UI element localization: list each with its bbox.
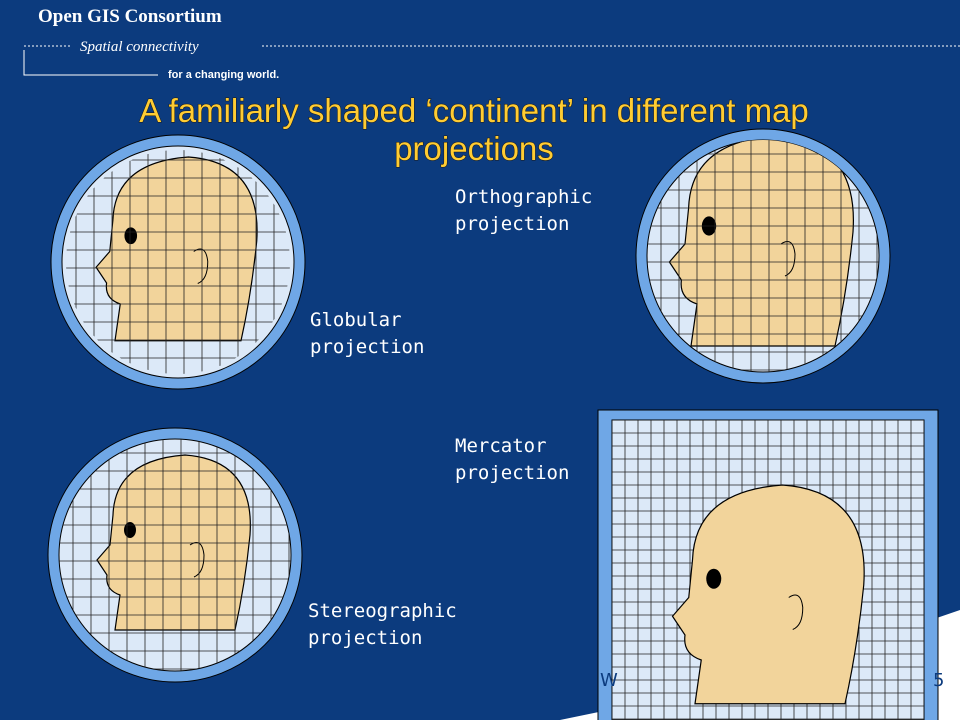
page-number: 5 (933, 670, 944, 691)
label-orthographic: Orthographic projection (455, 186, 592, 235)
ear (193, 248, 209, 284)
eye (706, 568, 722, 589)
label-stereographic: Stereographic projection (308, 600, 457, 649)
label-mercator: Mercator projection (455, 435, 569, 484)
head-fill (96, 454, 251, 631)
ear (788, 594, 804, 630)
maps (47, 128, 939, 720)
title-line: A familiarly shaped ‘continent’ in diffe… (139, 92, 809, 129)
footer-left: W (600, 670, 618, 691)
head-fill (671, 484, 865, 705)
organization: Open GIS Consortium (38, 6, 222, 27)
title: A familiarly shaped ‘continent’ in diffe… (139, 92, 809, 167)
label-globular: Globular projection (310, 309, 424, 358)
head (671, 484, 865, 705)
bracket (23, 50, 158, 76)
title-line: projections (394, 130, 554, 167)
tagline: Spatial connectivity (80, 39, 199, 55)
eye (124, 522, 136, 538)
subtagline: for a changing world. (168, 69, 279, 81)
eye (124, 227, 138, 245)
